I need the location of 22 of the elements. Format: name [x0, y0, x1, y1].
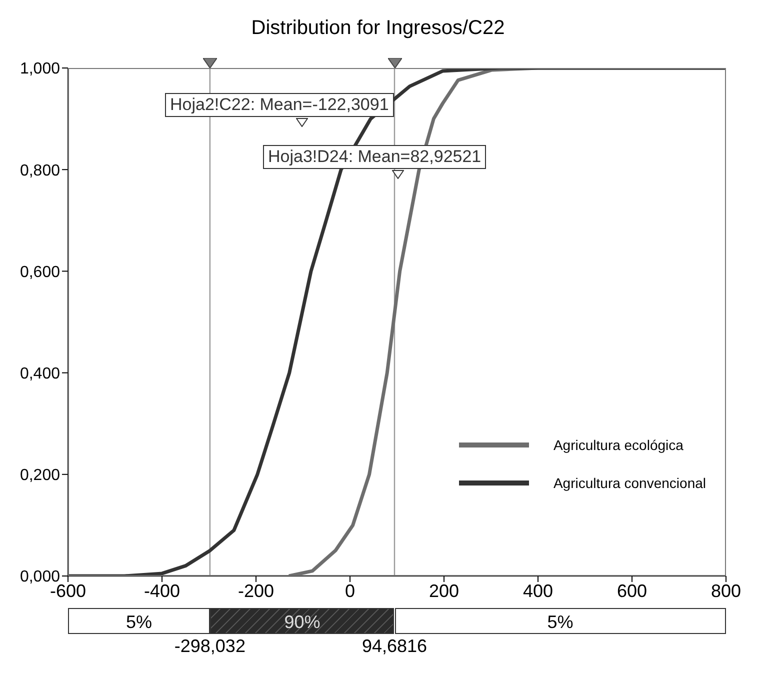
y-tick-label: 0,800 — [20, 162, 60, 180]
text: -298,032 — [173, 636, 246, 657]
x-tick-label: 0 — [344, 580, 356, 601]
chart-title: Distribution for Ingresos/C22 — [250, 16, 506, 41]
y-tick-label: 0,200 — [20, 467, 60, 484]
y-tick-label: 1,000 — [20, 60, 60, 78]
x-tick-label: -400 — [144, 580, 180, 601]
x-tick-label: -200 — [238, 580, 274, 601]
x-tick-label: 200 — [428, 580, 460, 601]
text: 94,6816 — [360, 636, 428, 657]
text: 5% — [394, 608, 726, 634]
legend-label: Agricultura ecológica — [553, 437, 684, 453]
y-tick-label: 0,400 — [20, 365, 60, 382]
annotation: Hoja3!D24: Mean=82,92521 — [263, 145, 486, 169]
x-tick-label: 400 — [522, 580, 554, 601]
legend-label: Agricultura convencional — [553, 475, 706, 491]
text: 5% — [68, 608, 210, 634]
y-tick-label: 0,600 — [20, 264, 60, 281]
annotation: Hoja2!C22: Mean=-122,3091 — [165, 93, 394, 117]
text: 90% — [210, 608, 394, 634]
x-tick-label: 800 — [710, 580, 742, 601]
x-tick-label: 600 — [616, 580, 648, 601]
